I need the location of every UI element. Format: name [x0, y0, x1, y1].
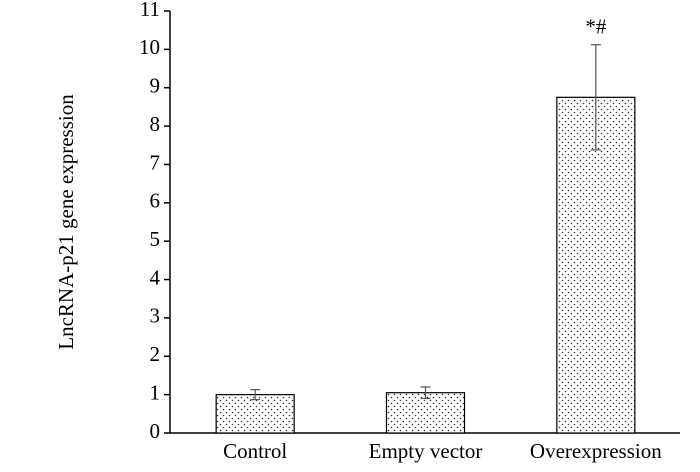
- y-tick-label: 11: [140, 0, 160, 21]
- bar: [215, 394, 295, 434]
- y-tick-label: 1: [150, 380, 161, 404]
- x-tick-label: Empty vector: [369, 439, 483, 463]
- y-tick-label: 8: [150, 112, 161, 136]
- y-tick-label: 3: [150, 304, 161, 328]
- y-tick-label: 7: [150, 150, 161, 174]
- annotation: *#: [585, 15, 607, 39]
- y-tick-label: 4: [150, 265, 161, 289]
- y-tick-label: 9: [150, 74, 161, 98]
- y-axis-label: LncRNA-p21 gene expression: [54, 94, 78, 350]
- x-tick-label: Overexpression: [530, 439, 662, 463]
- y-tick-label: 6: [150, 189, 161, 213]
- bar: [556, 96, 636, 434]
- bar: [385, 392, 466, 434]
- x-tick-label: Control: [223, 439, 287, 463]
- y-tick-label: 2: [150, 342, 161, 366]
- y-tick-label: 10: [139, 35, 160, 59]
- y-tick-label: 0: [150, 419, 161, 443]
- y-tick-label: 5: [150, 227, 161, 251]
